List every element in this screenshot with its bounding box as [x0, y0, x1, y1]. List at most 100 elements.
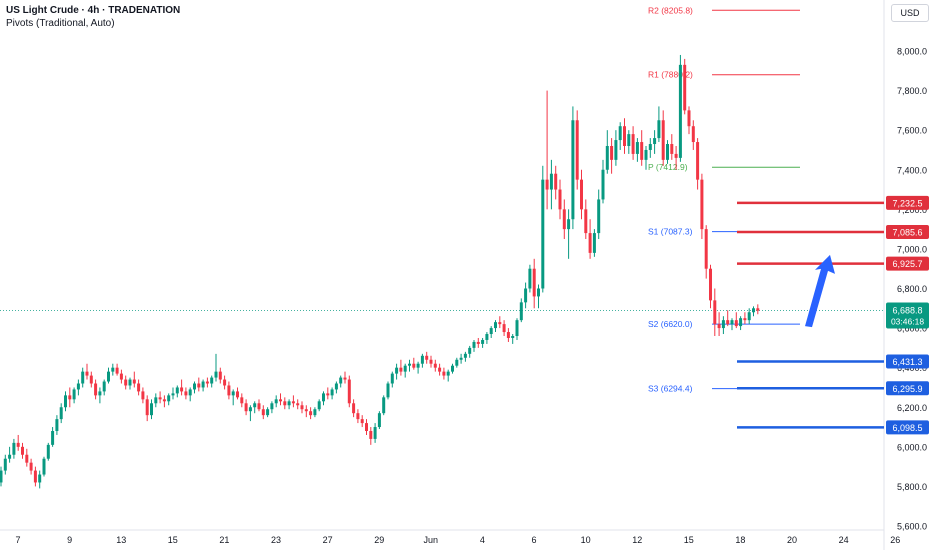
candle-body — [575, 120, 579, 180]
x-tick-label: 23 — [271, 535, 281, 545]
candle — [438, 363, 442, 376]
level-tag-label: 6,098.5 — [892, 423, 922, 433]
candle-body — [300, 405, 304, 410]
candle — [549, 159, 553, 210]
candle — [8, 446, 12, 463]
candle — [72, 387, 76, 404]
candle — [132, 371, 136, 388]
candle — [691, 120, 695, 150]
candle — [395, 363, 399, 380]
candle — [592, 229, 596, 257]
candle-body — [489, 328, 493, 335]
candle-body — [623, 126, 626, 146]
candle-body — [726, 320, 730, 325]
candle — [485, 332, 489, 344]
candle-body — [700, 179, 704, 230]
candle-body — [425, 355, 429, 360]
candle-body — [627, 134, 631, 146]
candle — [747, 308, 751, 325]
candle-body — [197, 383, 201, 388]
candle — [498, 316, 502, 329]
candle-body — [614, 140, 618, 160]
candle — [416, 361, 420, 374]
candle-body — [365, 423, 368, 431]
candle — [476, 337, 480, 348]
candle-body — [25, 454, 29, 463]
candle — [403, 363, 407, 378]
candle — [231, 389, 235, 406]
candle — [709, 264, 712, 309]
candle-body — [554, 173, 558, 190]
candle — [657, 106, 661, 143]
candle-body — [180, 387, 184, 392]
candle-body — [670, 144, 674, 154]
candle — [377, 411, 381, 430]
candle — [59, 403, 63, 424]
candle-body — [713, 300, 717, 325]
candle-body — [188, 389, 192, 396]
candle — [481, 337, 485, 348]
candle-body — [678, 64, 682, 158]
pivot-label: R2 (8205.8) — [648, 5, 693, 15]
candle-body — [352, 403, 356, 414]
candle — [223, 375, 227, 390]
candle — [408, 359, 411, 372]
candle-body — [257, 403, 261, 410]
candle-body — [313, 409, 317, 416]
candle — [304, 405, 308, 418]
candle — [446, 369, 450, 382]
indicator-label[interactable]: Pivots (Traditional, Auto) — [6, 18, 115, 29]
candle-body — [360, 419, 364, 424]
candle — [64, 391, 67, 412]
candle-body — [227, 385, 231, 396]
candle — [167, 393, 171, 406]
candle — [119, 369, 123, 384]
candle-body — [55, 419, 59, 431]
candle-body — [588, 233, 592, 253]
candle — [704, 225, 708, 279]
candle — [326, 387, 330, 400]
candle — [700, 173, 704, 240]
candle-body — [506, 332, 510, 338]
pivot-label: S3 (6294.4) — [648, 384, 693, 394]
candle-body — [291, 401, 295, 404]
candle — [373, 423, 377, 443]
candle-body — [356, 413, 360, 420]
candle-body — [730, 320, 734, 325]
candle-body — [610, 146, 614, 160]
candle — [0, 466, 3, 487]
candle-body — [124, 379, 128, 386]
candle-body — [0, 470, 3, 483]
candle-body — [752, 308, 755, 313]
candle — [567, 209, 571, 259]
candle-body — [115, 367, 119, 374]
candle — [752, 306, 755, 317]
x-tick-label: 4 — [480, 535, 485, 545]
candle-body — [12, 442, 16, 455]
y-tick-label: 5,600.0 — [897, 522, 927, 532]
candle-body — [455, 359, 459, 366]
candle-body — [42, 458, 46, 475]
candle-body — [691, 126, 695, 143]
pivot-label: R1 (7880.2) — [648, 70, 693, 80]
currency-button[interactable]: USD — [891, 4, 929, 22]
x-tick-label: 6 — [531, 535, 536, 545]
candle-body — [399, 367, 403, 372]
candle-body — [721, 320, 725, 329]
y-tick-label: 7,600.0 — [897, 126, 927, 136]
level-tag — [886, 420, 929, 435]
candle-body — [571, 120, 575, 220]
y-tick-label: 6,600.0 — [897, 324, 927, 334]
candle-body — [528, 268, 532, 289]
candle — [270, 401, 274, 414]
candle — [89, 371, 93, 388]
candle-body — [541, 179, 545, 289]
candle-body — [605, 146, 609, 170]
candle-body — [326, 393, 330, 396]
candle-body — [64, 395, 67, 408]
candle — [283, 397, 287, 410]
candle — [102, 379, 106, 396]
candle — [597, 189, 601, 240]
